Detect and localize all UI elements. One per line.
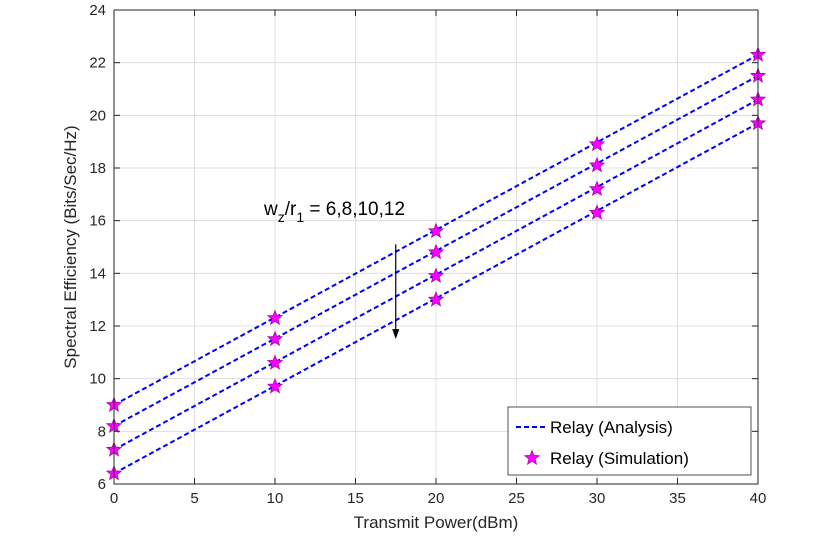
annotation-arrow-head — [392, 329, 400, 340]
x-tick-label: 20 — [428, 490, 445, 507]
x-tick-label: 40 — [750, 490, 767, 507]
simulation-point — [266, 377, 284, 394]
annotation: wz/r1 = 6,8,10,12 — [263, 199, 405, 340]
simulation-point — [427, 291, 445, 307]
simulation-point — [427, 267, 445, 283]
legend-simulation-label: Relay (Simulation) — [550, 449, 689, 468]
x-tick-label: 0 — [110, 490, 118, 507]
analysis-line — [113, 53, 759, 406]
simulation-point — [266, 354, 284, 370]
simulation-point — [427, 222, 445, 239]
annotation-text: wz/r1 = 6,8,10,12 — [263, 199, 405, 225]
y-tick-labels: 6 8 10 12 14 16 18 20 22 24 — [89, 2, 106, 493]
annotation-r-subscript: 1 — [296, 209, 304, 225]
x-axis-label: Transmit Power(dBm) — [354, 513, 519, 532]
y-axis-label: Spectral Efficiency (Bits/Sec/Hz) — [61, 125, 80, 368]
x-tick-label: 10 — [267, 490, 284, 507]
legend-analysis-label: Relay (Analysis) — [550, 418, 673, 437]
y-tick-label: 20 — [89, 107, 106, 124]
x-tick-label: 5 — [190, 490, 198, 507]
simulation-point — [266, 309, 284, 326]
analysis-line — [113, 122, 759, 475]
y-tick-label: 14 — [89, 265, 106, 282]
axis-ticks — [113, 9, 759, 485]
y-tick-label: 6 — [98, 476, 106, 493]
analysis-line — [113, 74, 759, 427]
legend-box — [507, 406, 752, 476]
legend: Relay (Analysis) Relay (Simulation) — [507, 406, 752, 476]
simulation-point — [588, 204, 606, 220]
y-tick-label: 10 — [89, 371, 106, 388]
simulation-point — [588, 135, 606, 152]
annotation-slash: /r — [285, 199, 297, 220]
x-tick-labels: 0 5 10 15 20 25 30 35 40 — [110, 490, 767, 507]
analysis-line — [113, 98, 759, 451]
legend-simulation-marker — [523, 449, 541, 465]
y-tick-label: 12 — [89, 318, 106, 335]
x-tick-label: 25 — [508, 490, 525, 507]
x-tick-label: 30 — [589, 490, 606, 507]
simulation-point — [588, 156, 606, 173]
y-tick-label: 22 — [89, 55, 106, 72]
y-tick-label: 18 — [89, 160, 106, 177]
y-tick-label: 8 — [98, 423, 106, 440]
simulation-point — [266, 330, 284, 347]
simulation-point — [427, 243, 445, 260]
annotation-w-subscript: z — [278, 209, 285, 225]
annotation-w: w — [263, 199, 278, 220]
x-tick-label: 15 — [347, 490, 364, 507]
y-tick-label: 24 — [89, 2, 106, 19]
analysis-lines — [113, 53, 759, 475]
annotation-values: = 6,8,10,12 — [304, 199, 405, 220]
y-tick-label: 16 — [89, 213, 106, 230]
simulation-point — [588, 180, 606, 197]
x-tick-label: 35 — [669, 490, 686, 507]
